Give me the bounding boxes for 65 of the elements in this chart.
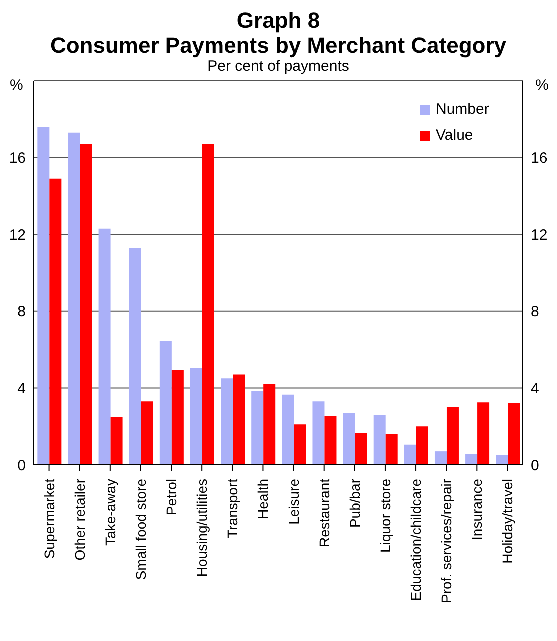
y-axis-title: % <box>10 77 24 94</box>
bar <box>343 413 356 465</box>
bar <box>129 248 142 465</box>
x-tick-label: Prof. services/repair <box>438 478 455 604</box>
bar <box>50 178 62 465</box>
bar <box>141 402 154 465</box>
x-tick-label: Housing/utilities <box>194 479 210 578</box>
x-tick-label: Supermarket <box>41 478 58 560</box>
x-tick-label: Restaurant <box>316 478 332 548</box>
x-tick-label: Small food store <box>132 478 149 580</box>
chart-subtitle: Consumer Payments by Merchant Category <box>49 33 508 58</box>
y2-tick-label: 8 <box>531 304 540 321</box>
bar <box>434 452 447 465</box>
y2-axis-title: % <box>536 77 549 94</box>
bar <box>190 368 202 465</box>
bar <box>38 127 50 465</box>
y-tick-label: 0 <box>18 457 26 474</box>
bar <box>294 424 306 465</box>
x-tick-label: Take-away <box>102 479 118 546</box>
bar <box>282 394 294 465</box>
bar <box>98 228 111 465</box>
x-tick-label: Leisure <box>286 478 302 525</box>
bar <box>252 391 264 465</box>
bar <box>386 434 398 465</box>
x-tick-label: Holiday/travel <box>500 479 516 564</box>
bar <box>478 402 490 465</box>
bar <box>416 426 428 465</box>
y2-tick-label: 4 <box>531 380 540 398</box>
y2-tick-label: 16 <box>531 150 548 168</box>
x-tick-label: Health <box>255 479 272 520</box>
bar <box>466 454 478 465</box>
y2-tick-label: 0 <box>531 457 540 474</box>
bar <box>68 132 80 465</box>
y-tick-label: 8 <box>18 304 26 321</box>
x-tick-label: Insurance <box>469 478 486 540</box>
bar <box>374 415 386 465</box>
bar <box>508 404 520 465</box>
bar <box>446 407 459 465</box>
y2-tick-label: 12 <box>531 226 548 244</box>
bar <box>80 144 92 465</box>
y-tick-label: 4 <box>18 380 26 398</box>
bar <box>172 370 184 465</box>
chart-title: Graph 8 <box>236 8 322 33</box>
x-tick-label: Education/childcare <box>408 478 424 602</box>
bar <box>221 378 234 465</box>
bar <box>110 417 123 465</box>
x-tick-label: Liquor store <box>377 478 394 553</box>
bar <box>202 144 214 465</box>
x-tick-label: Other retailer <box>72 478 88 561</box>
bar <box>404 444 416 465</box>
legend-label: Number <box>436 100 490 120</box>
bar <box>324 416 337 465</box>
bar <box>264 384 276 465</box>
bar <box>233 374 246 465</box>
x-tick-label: Transport <box>224 478 241 538</box>
x-tick-label: Pub/bar <box>346 478 363 528</box>
bar <box>312 402 325 465</box>
bar <box>496 455 508 465</box>
bar <box>160 341 172 465</box>
y-tick-label: 12 <box>9 226 26 244</box>
legend-label: Value <box>436 126 474 146</box>
y-tick-label: 16 <box>9 150 26 168</box>
bar <box>355 433 368 465</box>
text: Per cent of payments <box>206 58 350 75</box>
x-tick-label: Petrol <box>164 479 180 516</box>
